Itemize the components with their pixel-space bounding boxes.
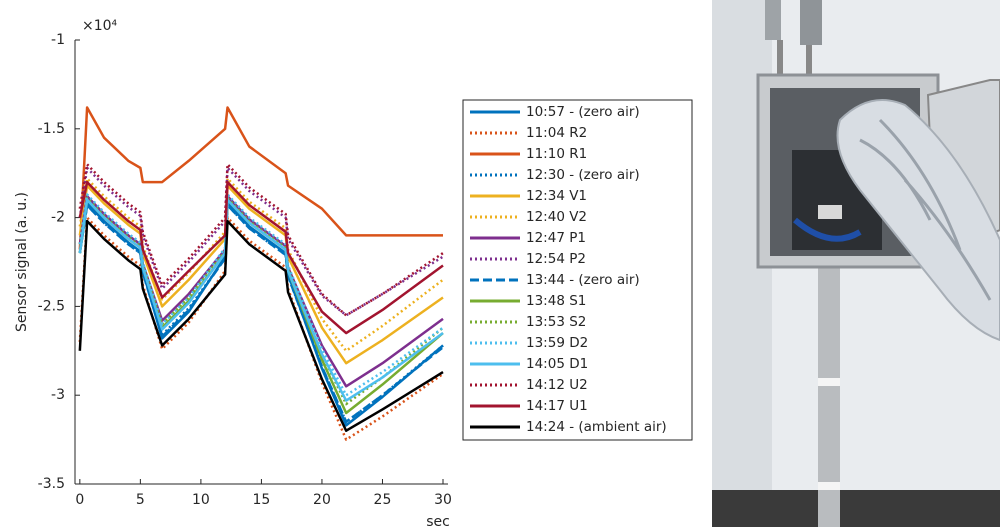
y-tick-label: -2.5 bbox=[38, 298, 65, 314]
legend-label: 12:34 V1 bbox=[526, 188, 587, 204]
legend-label: 13:44 - (zero air) bbox=[526, 272, 640, 288]
legend-label: 12:40 V2 bbox=[526, 209, 587, 225]
series-line bbox=[78, 177, 444, 353]
y-tick-label: -3.5 bbox=[38, 476, 65, 492]
legend-label: 12:54 P2 bbox=[526, 251, 586, 267]
legend-label: 14:24 - (ambient air) bbox=[526, 419, 667, 435]
y-axis-label: Sensor signal (a. u.) bbox=[14, 192, 30, 332]
legend-label: 12:30 - (zero air) bbox=[526, 167, 640, 183]
photo bbox=[712, 0, 1000, 527]
x-axis-label: sec bbox=[426, 514, 450, 527]
series-line bbox=[78, 219, 444, 432]
legend-label: 14:17 U1 bbox=[526, 398, 588, 414]
x-tick-label: 25 bbox=[374, 492, 392, 508]
legend-label: 12:47 P1 bbox=[526, 230, 586, 246]
legend-label: 13:59 D2 bbox=[526, 335, 588, 351]
y-tick-label: -2 bbox=[51, 210, 65, 226]
series-line bbox=[78, 216, 444, 441]
y-tick-label: -1 bbox=[51, 32, 65, 48]
series-line bbox=[78, 180, 444, 335]
legend-label: 13:48 S1 bbox=[526, 293, 586, 309]
y-tick-label: -3 bbox=[51, 387, 65, 403]
y-tick-label: -1.5 bbox=[38, 121, 65, 137]
x-tick-label: 0 bbox=[75, 492, 84, 508]
x-tick-label: 15 bbox=[253, 492, 271, 508]
legend-label: 13:53 S2 bbox=[526, 314, 586, 330]
x-tick-label: 5 bbox=[136, 492, 145, 508]
legend: 10:57 - (zero air) 11:04 R2 11:10 R1 12:30 … bbox=[462, 99, 693, 441]
legend-label: 14:05 D1 bbox=[526, 356, 588, 372]
x-tick-label: 10 bbox=[192, 492, 210, 508]
x-tick-label: 30 bbox=[434, 492, 452, 508]
x-tick-label: 20 bbox=[313, 492, 331, 508]
y-multiplier: ×10⁴ bbox=[82, 18, 118, 34]
legend-label: 11:04 R2 bbox=[526, 125, 587, 141]
series-line bbox=[78, 106, 443, 250]
legend-label: 14:12 U2 bbox=[526, 377, 588, 393]
legend-box bbox=[462, 99, 693, 441]
legend-label: 11:10 R1 bbox=[526, 146, 587, 162]
legend-label: 10:57 - (zero air) bbox=[526, 104, 640, 120]
